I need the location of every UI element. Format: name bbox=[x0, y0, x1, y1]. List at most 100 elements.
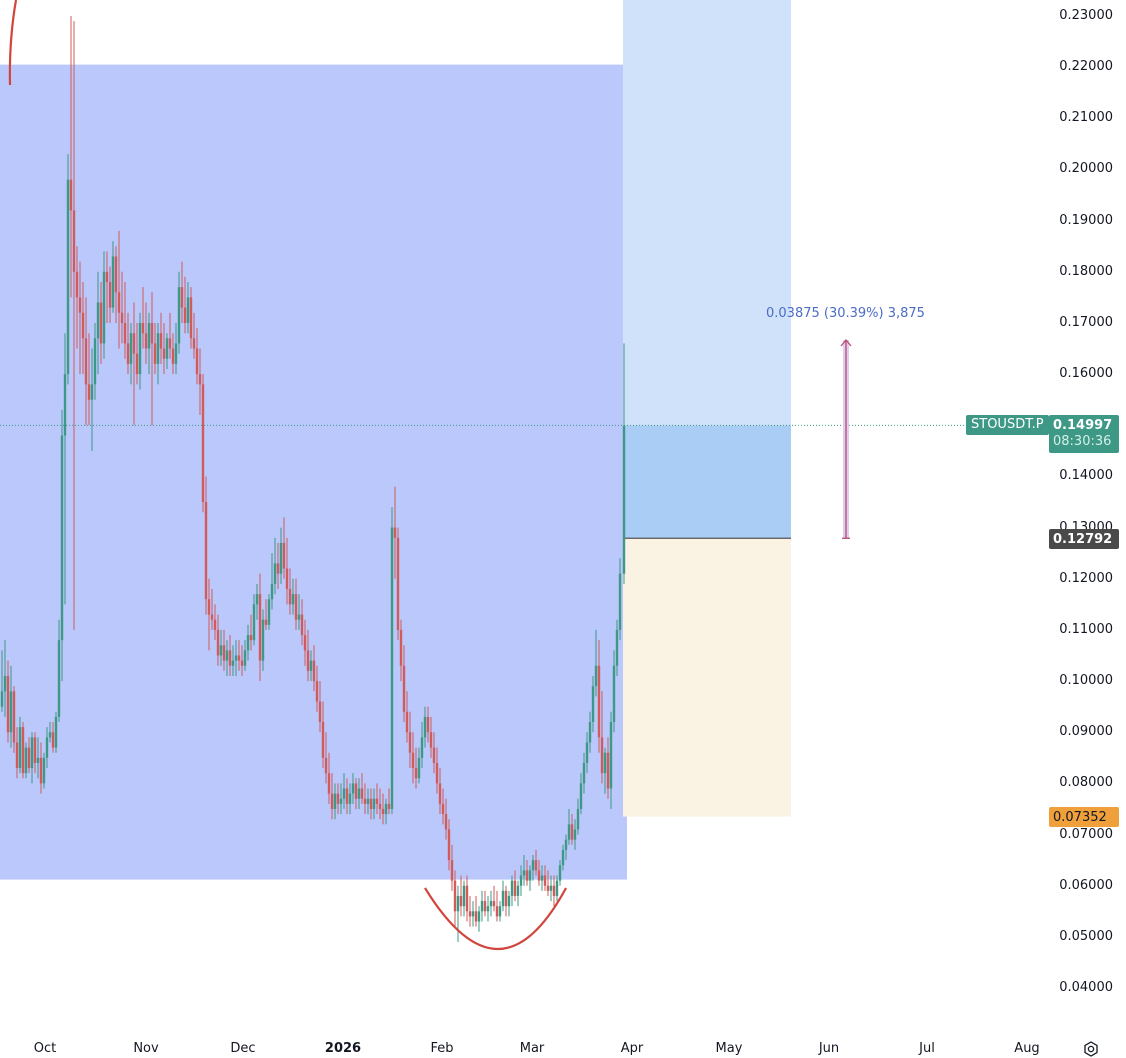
candle-body bbox=[474, 911, 478, 922]
candle-body bbox=[270, 583, 274, 600]
candle-body bbox=[24, 747, 28, 774]
candle-body bbox=[186, 297, 190, 323]
candle-body bbox=[390, 527, 394, 809]
candle-body bbox=[117, 292, 121, 313]
arrow-head-icon bbox=[840, 338, 852, 347]
candle-body bbox=[87, 384, 91, 400]
candle-body bbox=[447, 829, 451, 861]
candle-body bbox=[453, 880, 457, 912]
candle-body bbox=[204, 502, 208, 600]
candle-body bbox=[622, 425, 626, 574]
candle-body bbox=[123, 322, 127, 344]
candle-body bbox=[153, 343, 157, 364]
candle-body bbox=[357, 788, 361, 799]
candle-body bbox=[174, 343, 178, 364]
candle-body bbox=[177, 287, 181, 344]
gear-icon[interactable] bbox=[1083, 1041, 1099, 1057]
profit-zone bbox=[623, 425, 791, 539]
candle-body bbox=[492, 901, 496, 907]
candle-body bbox=[90, 384, 94, 400]
candle-body bbox=[354, 783, 358, 799]
price-range-measure-label: 0.03875 (30.39%) 3,875 bbox=[766, 306, 925, 321]
candle-body bbox=[546, 885, 550, 891]
candle-body bbox=[138, 322, 142, 375]
time-tick: Jun bbox=[818, 1041, 840, 1056]
candle-body bbox=[156, 333, 160, 364]
candle-body bbox=[321, 722, 325, 758]
candle-body bbox=[27, 747, 31, 769]
candle-body bbox=[582, 762, 586, 784]
candle-body bbox=[30, 737, 34, 769]
candle-body bbox=[51, 732, 55, 748]
candle-body bbox=[498, 906, 502, 917]
candle-body bbox=[342, 788, 346, 799]
candle-body bbox=[591, 686, 595, 723]
candle-body bbox=[414, 768, 418, 779]
candle-body bbox=[612, 665, 616, 723]
candle-body bbox=[318, 701, 322, 723]
candle-body bbox=[228, 650, 232, 666]
time-tick: Apr bbox=[620, 1041, 644, 1056]
price-tick: 0.20000 bbox=[1059, 161, 1113, 177]
candle-body bbox=[258, 594, 262, 661]
candle-body bbox=[54, 716, 58, 748]
candle-body bbox=[75, 271, 79, 298]
candle-body bbox=[372, 798, 376, 809]
candle-body bbox=[393, 527, 397, 538]
candle-body bbox=[267, 599, 271, 625]
time-tick: Dec bbox=[230, 1041, 256, 1056]
candle-body bbox=[66, 179, 70, 375]
candle-body bbox=[528, 870, 532, 881]
candle-body bbox=[429, 732, 433, 748]
candle-body bbox=[282, 542, 286, 569]
candle-body bbox=[402, 665, 406, 712]
candle-body bbox=[243, 650, 247, 666]
candle-body bbox=[378, 803, 382, 809]
candle-body bbox=[333, 793, 337, 809]
candle-body bbox=[306, 650, 310, 671]
candle-body bbox=[561, 849, 565, 866]
candle-body bbox=[234, 655, 238, 661]
candle-body bbox=[381, 808, 385, 815]
candle-body bbox=[576, 808, 580, 830]
last-price-value: 0.14997 bbox=[1053, 418, 1113, 433]
price-tick: 0.14000 bbox=[1059, 468, 1113, 484]
candle-body bbox=[300, 614, 304, 636]
candle-body bbox=[210, 614, 214, 620]
candle-body bbox=[537, 870, 541, 881]
candle-body bbox=[618, 573, 622, 630]
candle-body bbox=[444, 814, 448, 830]
stop-zone bbox=[623, 538, 791, 817]
candle-body bbox=[249, 635, 253, 641]
candle-body bbox=[189, 297, 193, 339]
candle-body bbox=[36, 757, 40, 763]
candle-body bbox=[459, 895, 463, 907]
candle-body bbox=[171, 348, 175, 364]
price-tick: 0.04000 bbox=[1059, 980, 1113, 996]
candle-body bbox=[291, 594, 295, 605]
time-tick: Jul bbox=[919, 1041, 935, 1056]
time-tick: 2026 bbox=[324, 1041, 362, 1056]
candle-body bbox=[507, 895, 511, 907]
candle-body bbox=[603, 752, 607, 774]
candle-body bbox=[168, 338, 172, 349]
candle-body bbox=[225, 650, 229, 661]
candle-body bbox=[495, 906, 499, 917]
candle-body bbox=[237, 655, 241, 661]
candle-body bbox=[198, 374, 202, 385]
candle-body bbox=[486, 906, 490, 912]
candle-body bbox=[564, 839, 568, 850]
candle-body bbox=[18, 727, 22, 769]
price-tick: 0.07000 bbox=[1059, 826, 1113, 842]
candle-body bbox=[585, 742, 589, 763]
candle-body bbox=[42, 757, 46, 784]
candle-body bbox=[606, 752, 610, 789]
candle-body bbox=[597, 665, 601, 738]
candle-body bbox=[252, 604, 256, 641]
price-tick: 0.18000 bbox=[1059, 263, 1113, 279]
candle-body bbox=[141, 322, 145, 334]
candle-body bbox=[12, 691, 16, 743]
candle-body bbox=[339, 798, 343, 804]
candle-body bbox=[543, 875, 547, 886]
